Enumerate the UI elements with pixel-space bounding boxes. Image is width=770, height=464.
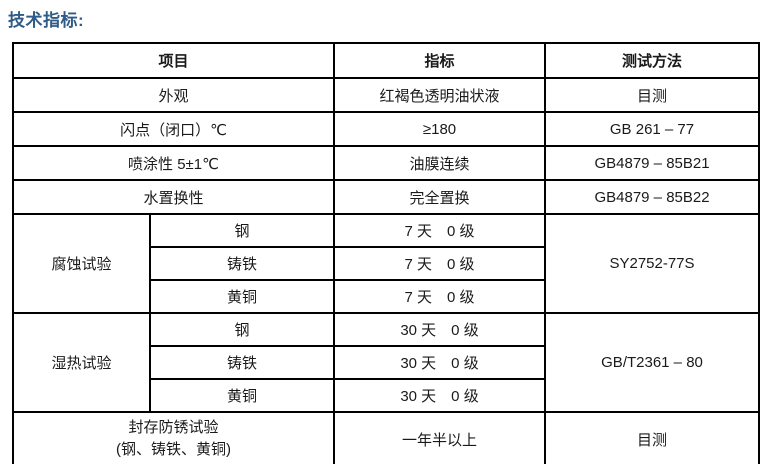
method-cell: GB/T2361 – 80 [544,312,761,413]
page-title: 技术指标: [8,11,85,30]
item-cell: 闪点（闭口）℃ [11,111,336,147]
item-cell: 水置换性 [11,179,336,215]
method-cell: GB4879 – 85B21 [544,145,761,181]
group-name-cell: 腐蚀试验 [12,213,151,314]
spec-cell: 30 天 0 级 [333,378,547,413]
row-dampheat-cast-iron: 铸铁 30 天 0 级 [13,345,759,380]
material-cell: 黄铜 [148,378,336,413]
spec-cell: 红褐色透明油状液 [333,77,547,113]
method-cell: GB4879 – 85B22 [544,179,761,215]
method-cell: SY2752-77S [544,213,761,314]
spec-cell: 7 天 0 级 [333,246,547,281]
item-cell: 外观 [11,77,336,113]
header-spec: 指标 [333,42,547,79]
method-cell: 目测 [544,411,761,464]
item-cell: 封存防锈试验 (钢、铸铁、黄铜) [11,411,336,464]
spec-cell: 30 天 0 级 [333,312,547,347]
spec-table: 项目 指标 测试方法 外观 红褐色透明油状液 目测 闪点（闭口）℃ ≥180 G… [11,42,761,464]
spec-cell: ≥180 [333,111,547,147]
method-cell: GB 261 – 77 [544,111,761,147]
row-water-displacement: 水置换性 完全置换 GB4879 – 85B22 [11,179,761,215]
material-cell: 钢 [148,213,336,248]
row-appearance: 外观 红褐色透明油状液 目测 [11,77,761,113]
spec-cell: 30 天 0 级 [333,345,547,380]
material-cell: 铸铁 [148,345,336,380]
item-cell: 喷涂性 5±1℃ [11,145,336,181]
header-item: 项目 [11,42,336,79]
row-sprayability: 喷涂性 5±1℃ 油膜连续 GB4879 – 85B21 [11,145,761,181]
spec-cell: 7 天 0 级 [333,213,547,248]
method-cell: 目测 [544,77,761,113]
group-name-cell: 湿热试验 [12,312,151,413]
item-line2: (钢、铸铁、黄铜) [116,441,231,458]
table-header-row: 项目 指标 测试方法 [11,42,761,79]
spec-cell: 一年半以上 [333,411,547,464]
row-flash-point: 闪点（闭口）℃ ≥180 GB 261 – 77 [11,111,761,147]
spec-cell: 完全置换 [333,179,547,215]
row-corrosion-steel: 腐蚀试验 钢 7 天 0 级 SY2752-77S [12,213,761,314]
header-method: 测试方法 [544,42,761,79]
row-corrosion-brass: 黄铜 7 天 0 级 [13,279,759,314]
material-cell: 钢 [148,312,336,347]
item-line1: 封存防锈试验 [128,418,219,436]
row-dampheat-brass: 黄铜 30 天 0 级 [13,378,759,413]
spec-cell: 油膜连续 [333,145,547,181]
row-dampheat-steel: 湿热试验 钢 30 天 0 级 GB/T2361 – 80 [12,312,761,413]
material-cell: 铸铁 [148,246,336,281]
row-corrosion-cast-iron: 铸铁 7 天 0 级 [13,246,759,281]
row-sealed-rust-test: 封存防锈试验 (钢、铸铁、黄铜) 一年半以上 目测 [11,411,761,464]
spec-cell: 7 天 0 级 [333,279,547,314]
material-cell: 黄铜 [148,279,336,314]
